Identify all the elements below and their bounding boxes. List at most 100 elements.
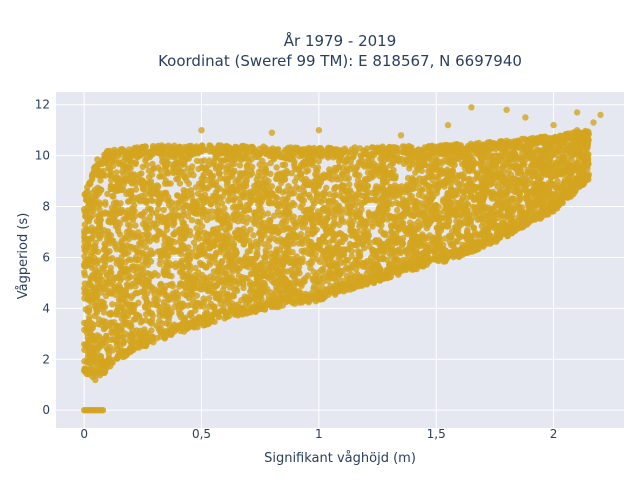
- data-point: [176, 283, 182, 289]
- data-point: [369, 174, 375, 180]
- data-point: [285, 183, 291, 189]
- data-point: [102, 209, 108, 215]
- data-point: [414, 245, 420, 251]
- data-point: [412, 169, 418, 175]
- data-point: [262, 162, 268, 168]
- data-point: [290, 271, 296, 277]
- data-point: [166, 317, 172, 323]
- data-point: [185, 252, 191, 258]
- data-point: [251, 187, 257, 193]
- data-point: [355, 177, 361, 183]
- data-point: [320, 235, 326, 241]
- data-point: [102, 245, 108, 251]
- data-point: [147, 207, 153, 213]
- data-point: [256, 198, 262, 204]
- data-point: [147, 214, 153, 220]
- data-point: [546, 157, 552, 163]
- data-point: [205, 287, 211, 293]
- data-point: [177, 238, 183, 244]
- data-point: [239, 274, 245, 280]
- data-point: [258, 221, 264, 227]
- data-point: [460, 194, 466, 200]
- data-point: [346, 181, 352, 187]
- data-point: [199, 165, 205, 171]
- data-point: [319, 191, 325, 197]
- data-point: [400, 211, 406, 217]
- data-point: [491, 191, 497, 197]
- data-point: [283, 207, 289, 213]
- data-point: [475, 231, 481, 237]
- data-point: [211, 274, 217, 280]
- data-point: [382, 206, 388, 212]
- data-point: [273, 164, 279, 170]
- data-point: [176, 226, 182, 232]
- data-point: [465, 176, 471, 182]
- data-point: [357, 183, 363, 189]
- data-point: [298, 281, 304, 287]
- data-point: [403, 198, 409, 204]
- data-point: [289, 249, 295, 255]
- data-point: [179, 257, 185, 263]
- data-point: [233, 286, 239, 292]
- data-point: [297, 257, 303, 263]
- data-point: [256, 230, 262, 236]
- data-point: [116, 159, 122, 165]
- data-point: [222, 300, 228, 306]
- data-point: [289, 259, 295, 265]
- data-point: [113, 337, 119, 343]
- data-point: [223, 235, 229, 241]
- data-point: [131, 208, 137, 214]
- data-point: [190, 291, 196, 297]
- data-point: [428, 197, 434, 203]
- data-point: [243, 220, 249, 226]
- data-point: [385, 191, 391, 197]
- data-point: [265, 210, 271, 216]
- data-point: [163, 262, 169, 268]
- data-point: [232, 203, 238, 209]
- data-point: [137, 328, 143, 334]
- data-point: [225, 198, 231, 204]
- data-point: [125, 198, 131, 204]
- data-point: [161, 286, 167, 292]
- data-point: [210, 303, 216, 309]
- data-point: [413, 205, 419, 211]
- data-point: [108, 183, 114, 189]
- data-point: [157, 229, 163, 235]
- data-point: [389, 230, 395, 236]
- data-point: [297, 171, 303, 177]
- data-point: [566, 175, 572, 181]
- data-point: [238, 174, 244, 180]
- data-point: [485, 163, 491, 169]
- data-point: [216, 170, 222, 176]
- data-point: [125, 272, 131, 278]
- data-point: [151, 296, 157, 302]
- data-point: [267, 219, 273, 225]
- data-point: [370, 250, 376, 256]
- data-point: [216, 290, 222, 296]
- data-point: [311, 200, 317, 206]
- data-point: [113, 199, 119, 205]
- data-point: [148, 183, 154, 189]
- data-point: [93, 298, 99, 304]
- data-point: [438, 160, 444, 166]
- data-point: [220, 194, 226, 200]
- data-point: [208, 197, 214, 203]
- data-point: [245, 155, 251, 161]
- data-point: [129, 159, 135, 165]
- data-point: [191, 239, 197, 245]
- data-point: [95, 212, 101, 218]
- data-point: [246, 238, 252, 244]
- data-point: [509, 198, 515, 204]
- data-point: [400, 241, 406, 247]
- data-point: [329, 231, 335, 237]
- data-point: [224, 292, 230, 298]
- data-point: [171, 163, 177, 169]
- data-point: [467, 235, 473, 241]
- data-point: [442, 215, 448, 221]
- data-point: [347, 241, 353, 247]
- data-point: [392, 214, 398, 220]
- data-point: [247, 200, 253, 206]
- data-point: [128, 188, 134, 194]
- data-point: [464, 227, 470, 233]
- data-point: [230, 280, 236, 286]
